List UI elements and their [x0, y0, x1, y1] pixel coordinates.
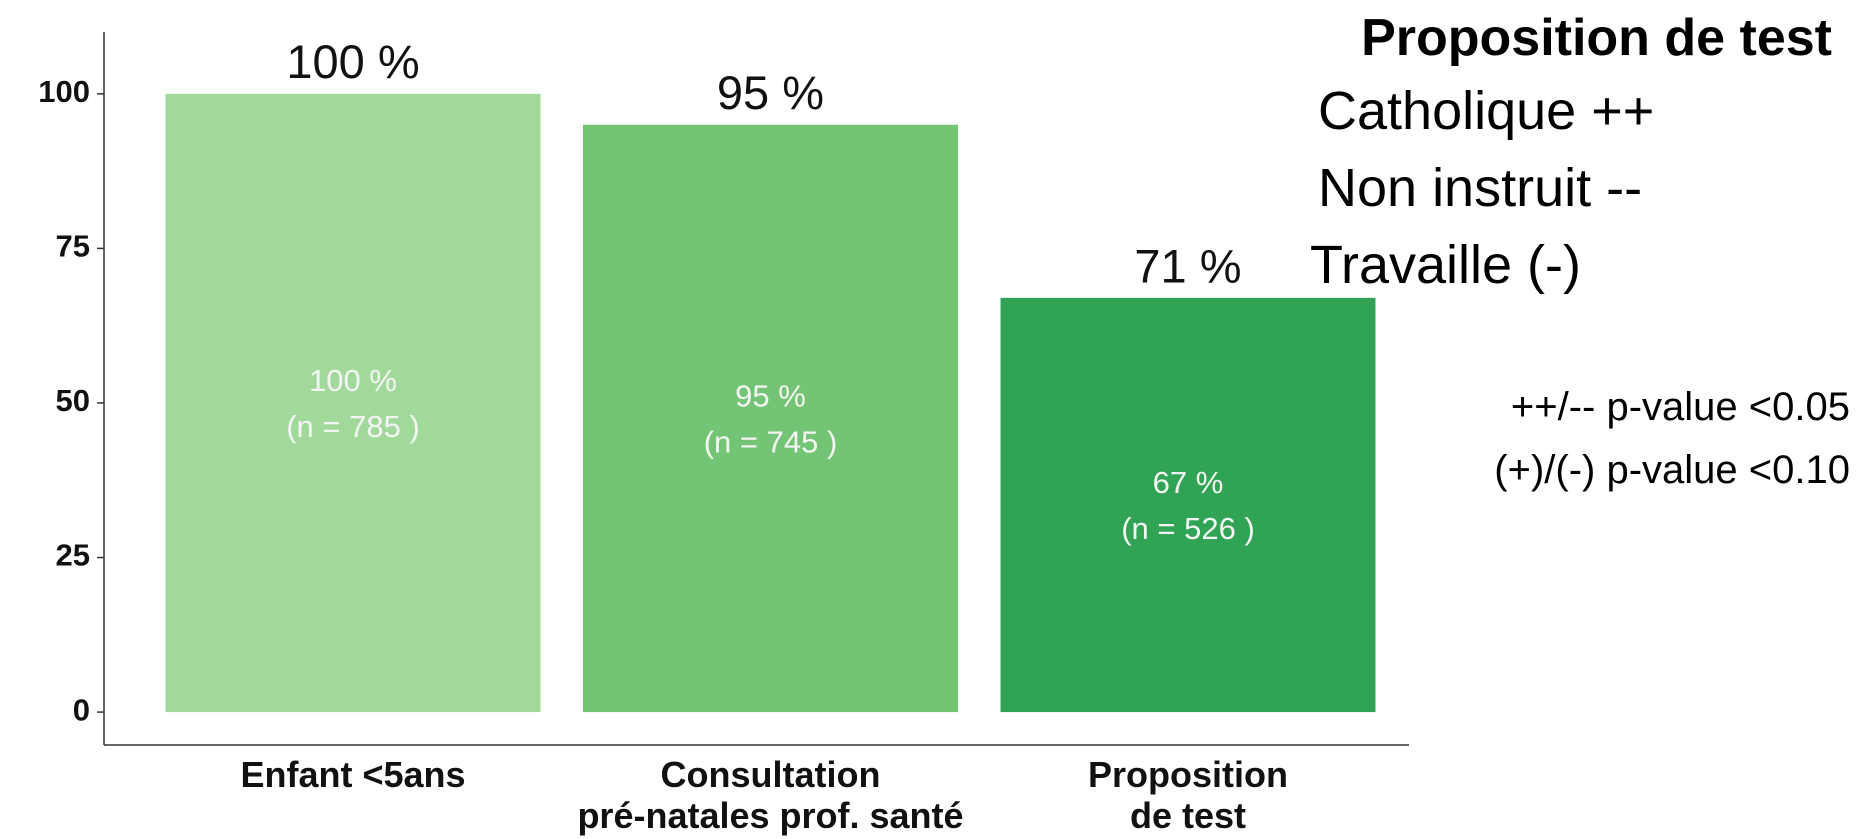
bar-n-label: (n = 745 ) [704, 425, 838, 460]
y-tick-label: 75 [56, 229, 90, 264]
side-note: Non instruit -- [1318, 158, 1643, 218]
y-tick-label: 100 [38, 74, 90, 109]
bar-value-label: 67 % [1153, 465, 1224, 500]
bar-value-label: 100 % [309, 363, 397, 398]
bar-n-label: (n = 526 ) [1121, 511, 1255, 546]
bar-annotation: 95 % [717, 66, 824, 119]
x-tick-label: Enfant <5ans [240, 754, 466, 795]
side-note: Catholique ++ [1318, 81, 1655, 141]
bar-annotation: 100 % [286, 35, 419, 88]
bar [1000, 297, 1376, 713]
bar-annotation: 71 % [1134, 239, 1241, 292]
y-tick-label: 25 [56, 538, 90, 573]
chart-title: Proposition de test [1361, 9, 1832, 67]
x-tick-label: Proposition de test [1088, 754, 1288, 836]
y-tick-label: 0 [73, 692, 90, 727]
bar-n-label: (n = 785 ) [286, 409, 420, 444]
bar [583, 124, 958, 713]
y-tick-label: 50 [56, 383, 90, 418]
footnote: (+)/(-) p-value <0.10 [1494, 448, 1850, 492]
side-note: Travaille (-) [1310, 235, 1582, 295]
bar-value-label: 95 % [735, 379, 806, 414]
bar [165, 93, 541, 713]
x-tick-label: Consultation pré-natales prof. santé [577, 754, 964, 836]
footnote: ++/-- p-value <0.05 [1510, 385, 1850, 429]
